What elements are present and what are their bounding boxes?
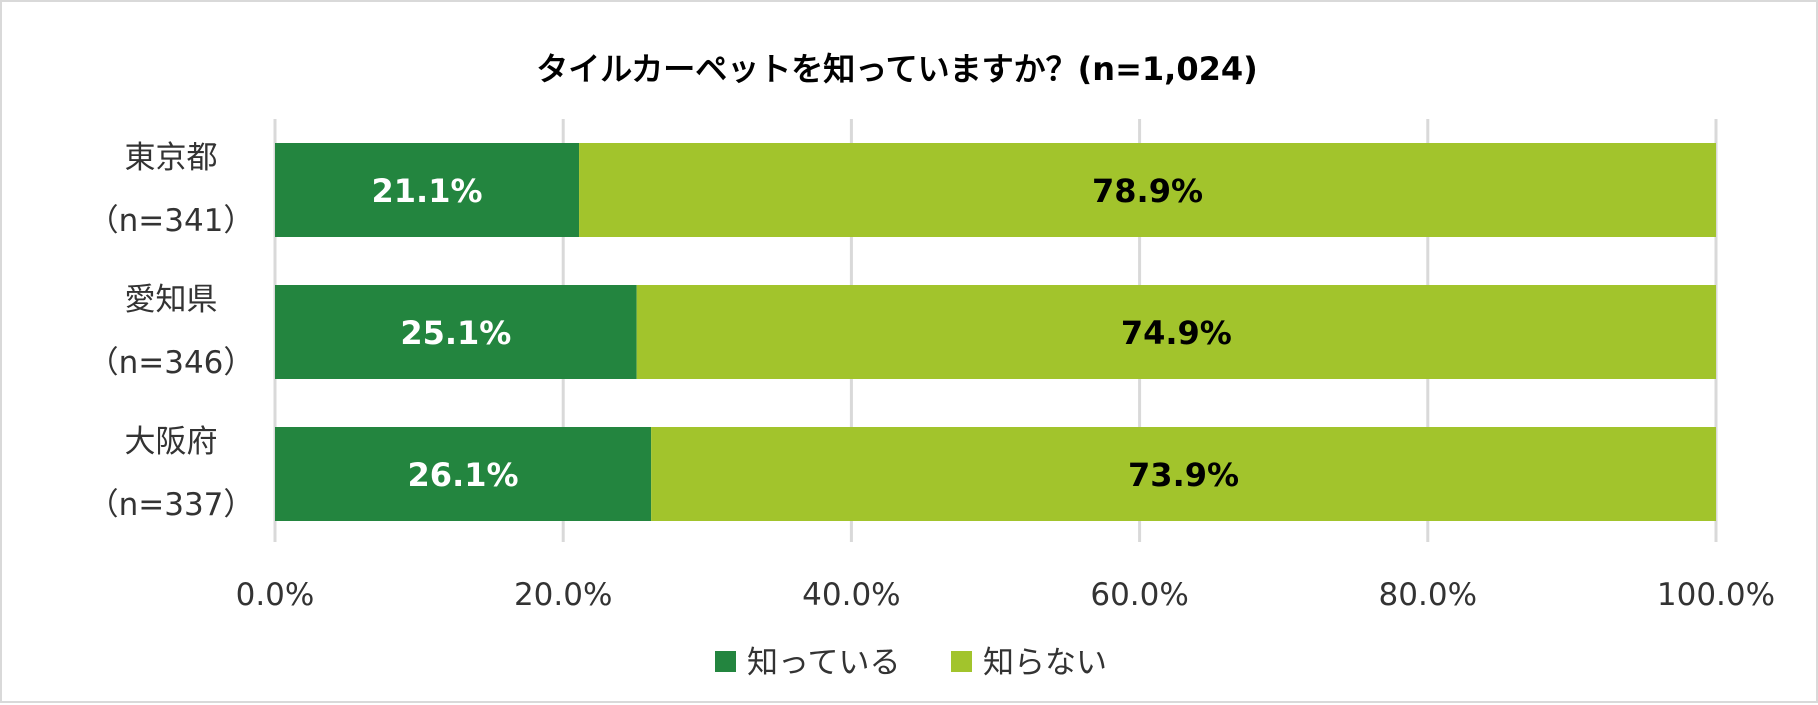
x-tick-label: 20.0% — [514, 577, 612, 613]
category-sample-size: （n=341） — [88, 203, 255, 239]
category-label: 東京都 — [125, 140, 218, 176]
category-sample-size: （n=346） — [88, 345, 255, 381]
category-label: 愛知県 — [125, 282, 218, 318]
x-tick-label: 0.0% — [236, 577, 315, 613]
bar-segment — [275, 427, 652, 521]
legend: 知っている 知らない — [715, 645, 1107, 681]
legend-swatch — [715, 651, 736, 672]
bar-segment — [579, 143, 1716, 237]
category-labels: 東京都 （n=341） 愛知県 （n=346） 大阪府 （n=337） — [88, 140, 255, 523]
category-sample-size: （n=337） — [88, 487, 255, 523]
data-label: 21.1% — [372, 172, 483, 210]
data-label: 25.1% — [400, 314, 511, 352]
data-label: 73.9% — [1128, 456, 1239, 494]
bar-segment — [636, 285, 1717, 379]
bar-segment — [275, 143, 580, 237]
data-label: 26.1% — [408, 456, 519, 494]
legend-item: 知らない — [951, 645, 1107, 681]
bars: 21.1% 78.9% 25.1% 74.9% 26.1% 73.9% — [275, 143, 1717, 521]
x-tick-label: 100.0% — [1657, 577, 1775, 613]
category-label: 大阪府 — [125, 424, 218, 460]
legend-swatch — [951, 651, 972, 672]
legend-item: 知っている — [715, 645, 900, 681]
x-axis-tick-labels: 0.0% 20.0% 40.0% 60.0% 80.0% 100.0% — [236, 577, 1775, 613]
chart-title: タイルカーペットを知っていますか？(n=1,024) — [536, 50, 1258, 88]
x-tick-label: 40.0% — [802, 577, 900, 613]
data-label: 78.9% — [1092, 172, 1203, 210]
legend-label: 知らない — [983, 645, 1107, 681]
data-label: 74.9% — [1121, 314, 1232, 352]
bar-segment — [275, 285, 637, 379]
legend-label: 知っている — [747, 645, 900, 681]
x-tick-label: 80.0% — [1379, 577, 1477, 613]
bar-segment — [651, 427, 1716, 521]
x-tick-label: 60.0% — [1090, 577, 1188, 613]
